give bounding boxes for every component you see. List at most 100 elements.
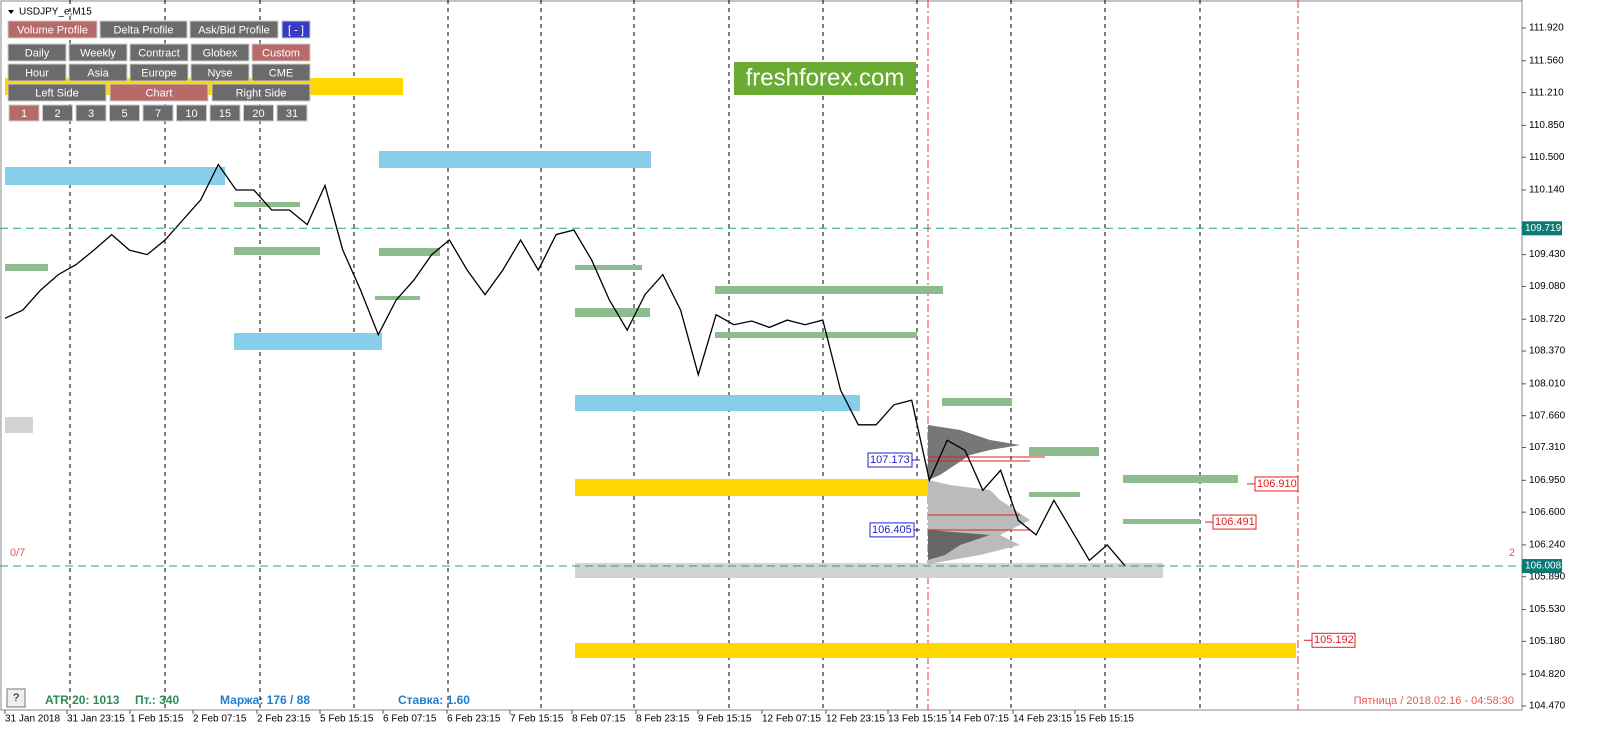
button-label: Chart [146, 87, 173, 99]
button-face[interactable] [209, 104, 241, 122]
toolbar-button[interactable]: 1 [8, 104, 40, 122]
button-face[interactable] [251, 43, 311, 62]
toolbar-button[interactable]: Chart [109, 83, 209, 102]
button-label: Globex [203, 47, 238, 59]
button-face[interactable] [68, 43, 128, 62]
button-face[interactable] [190, 43, 250, 62]
price-tag-label: 106.008 [1525, 561, 1562, 572]
toolbar-button[interactable]: 2 [42, 104, 73, 122]
toolbar-button[interactable]: Hour [7, 63, 67, 82]
price-tag-label: 109.719 [1525, 223, 1562, 234]
toolbar-button[interactable]: 20 [243, 104, 274, 122]
level-box [1212, 514, 1257, 530]
toolbar-button[interactable]: Right Side [211, 83, 311, 102]
toolbar-button[interactable]: Weekly [68, 43, 128, 62]
button-face[interactable] [75, 104, 107, 122]
left-count: 0/7 [10, 547, 25, 559]
button-face[interactable] [190, 63, 250, 82]
button-face[interactable] [243, 104, 274, 122]
toolbar-button[interactable]: Custom [251, 43, 311, 62]
x-tick-label: 8 Feb 07:15 [572, 714, 626, 725]
y-tick-label: 108.720 [1529, 314, 1566, 325]
range-lines [927, 0, 1299, 710]
button-label: Europe [141, 67, 176, 79]
window-title: USDJPY_e,M15 [19, 7, 92, 18]
button-face[interactable] [129, 63, 189, 82]
level-box [867, 452, 913, 468]
x-tick-label: 2 Feb 23:15 [257, 714, 311, 725]
toolbar-button[interactable]: CME [251, 63, 311, 82]
button-face[interactable] [42, 104, 73, 122]
button-label: Right Side [236, 87, 287, 99]
y-tick-label: 107.660 [1529, 410, 1566, 421]
button-face[interactable] [189, 20, 279, 39]
toolbar-button[interactable]: Globex [190, 43, 250, 62]
toolbar-button[interactable]: Nyse [190, 63, 250, 82]
toolbar-button[interactable]: Daily [7, 43, 67, 62]
y-tick-label: 104.820 [1529, 669, 1566, 680]
toolbar-button[interactable]: 10 [176, 104, 207, 122]
toolbar-button[interactable]: 3 [75, 104, 107, 122]
x-tick-label: 6 Feb 07:15 [383, 714, 437, 725]
button-face[interactable] [176, 104, 207, 122]
button-face[interactable] [211, 83, 311, 102]
y-tick-label: 105.180 [1529, 636, 1566, 647]
button-face[interactable] [109, 104, 140, 122]
level-label: 105.192 [1314, 634, 1354, 646]
price-line [4, 163, 1126, 567]
toolbar-button[interactable]: Europe [129, 63, 189, 82]
button-face[interactable] [7, 20, 98, 39]
button-label: Weekly [80, 47, 116, 59]
button-face[interactable] [251, 63, 311, 82]
right-count: 2 [1509, 547, 1515, 559]
button-face[interactable] [281, 20, 311, 39]
x-tick-label: 15 Feb 15:15 [1075, 714, 1134, 725]
button-face[interactable] [8, 104, 40, 122]
y-tick-label: 108.010 [1529, 378, 1566, 389]
dropdown-icon[interactable] [8, 10, 14, 14]
x-tick-label: 8 Feb 23:15 [636, 714, 690, 725]
button-face[interactable] [276, 104, 308, 122]
price-tag [1522, 221, 1562, 236]
button-label: 5 [121, 108, 127, 120]
toolbar-button[interactable]: Ask/Bid Profile [189, 20, 279, 39]
y-tick-label: 111.920 [1529, 23, 1564, 34]
day-separators [69, 0, 1201, 710]
toolbar-button[interactable]: 31 [276, 104, 308, 122]
toolbar-button[interactable]: 15 [209, 104, 241, 122]
button-face[interactable] [7, 83, 107, 102]
toolbar-button[interactable]: 7 [142, 104, 174, 122]
button-label: Ask/Bid Profile [198, 24, 270, 36]
x-tick-label: 12 Feb 07:15 [762, 714, 821, 725]
y-tick-label: 110.850 [1529, 120, 1565, 131]
x-tick-label: 14 Feb 23:15 [1013, 714, 1072, 725]
x-tick-label: 9 Feb 15:15 [698, 714, 752, 725]
watermark-box [734, 62, 916, 95]
toolbar-button[interactable]: Asia [68, 63, 128, 82]
button-face[interactable] [142, 104, 174, 122]
y-tick-label: 104.470 [1529, 701, 1566, 712]
toolbar-button[interactable]: Delta Profile [99, 20, 188, 39]
toolbar-button[interactable]: Volume Profile [7, 20, 98, 39]
y-tick-label: 108.370 [1529, 346, 1566, 357]
help-button[interactable] [6, 688, 26, 708]
button-face[interactable] [99, 20, 188, 39]
y-tick-label: 106.240 [1529, 540, 1566, 551]
button-face[interactable] [109, 83, 209, 102]
toolbar-button[interactable]: [ - ] [281, 20, 311, 39]
button-face[interactable] [7, 43, 67, 62]
y-tick-label: 105.530 [1529, 604, 1566, 615]
button-face[interactable] [68, 63, 128, 82]
y-tick-label: 106.600 [1529, 507, 1566, 518]
y-tick-label: 109.430 [1529, 249, 1566, 260]
level-box [1254, 476, 1299, 492]
toolbar-button[interactable]: Left Side [7, 83, 107, 102]
level-box [1311, 632, 1356, 648]
toolbar-button[interactable]: Contract [129, 43, 189, 62]
button-face[interactable] [129, 43, 189, 62]
toolbar-button[interactable]: 5 [109, 104, 140, 122]
button-label: Asia [87, 67, 109, 79]
button-face[interactable] [7, 63, 67, 82]
y-tick-label: 110.140 [1529, 185, 1565, 196]
button-label: Volume Profile [17, 24, 88, 36]
